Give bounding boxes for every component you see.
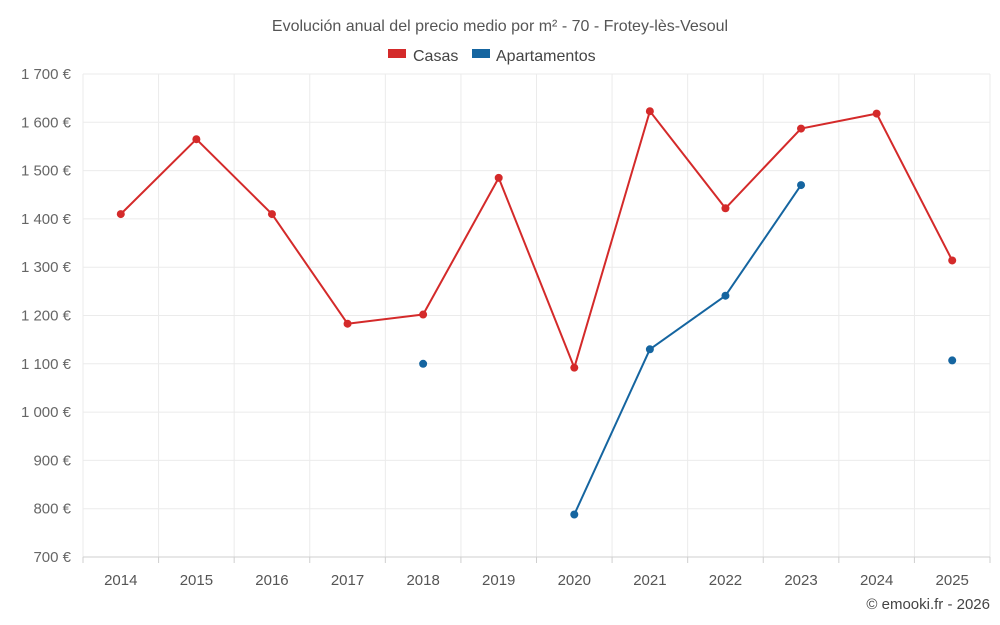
y-tick-label: 1 400 €: [21, 211, 72, 228]
credit-text: © emooki.fr - 2026: [866, 596, 990, 613]
y-tick-label: 1 500 €: [21, 163, 72, 180]
data-point-casas[interactable]: Casas 2025: 1314 €: [948, 256, 957, 265]
series-line-casas: [120, 110, 954, 369]
data-point-apartamentos[interactable]: Apartamentos 2023: 1470 €: [797, 181, 806, 190]
x-tick-label: 2019: [482, 572, 515, 589]
data-point-casas[interactable]: Casas 2021: 1623 €: [645, 107, 654, 116]
y-tick-label: 1 000 €: [21, 404, 72, 421]
series-line-apartamentos: [573, 184, 802, 515]
legend: Casas Apartamentos: [388, 48, 596, 65]
data-point-casas[interactable]: Casas 2016: 1410 €: [267, 210, 276, 219]
x-tick-label: 2021: [633, 572, 666, 589]
x-tick-label: 2016: [255, 572, 288, 589]
y-tick-label: 1 700 €: [21, 66, 72, 83]
axes: 700 € 800 € 900 € 1 000 € 1 100 € 1 200 € 1 30…: [21, 66, 991, 589]
data-point-casas[interactable]: Casas 2020: 1092 €: [570, 363, 579, 372]
x-tick-label: 2014: [104, 572, 137, 589]
data-point-apartamentos[interactable]: Apartamentos 2020: 788 €: [570, 510, 579, 519]
y-tick-label: 1 300 €: [21, 259, 72, 276]
grid: [82, 73, 991, 557]
legend-item-casas[interactable]: Casas: [388, 48, 458, 65]
x-tick-label: 2022: [709, 572, 742, 589]
legend-label-apartamentos: Apartamentos: [496, 48, 596, 65]
y-tick-label: 1 600 €: [21, 114, 72, 131]
x-tick-label: 2025: [936, 572, 969, 589]
legend-swatch-casas: [388, 49, 406, 58]
legend-swatch-apartamentos: [472, 49, 490, 58]
data-point-apartamentos[interactable]: Apartamentos 2025: 1107 €: [948, 356, 957, 365]
x-tick-label: 2015: [180, 572, 213, 589]
data-point-apartamentos[interactable]: Apartamentos 2022: 1241 €: [721, 291, 730, 300]
x-tick-label: 2023: [784, 572, 817, 589]
data-point-casas[interactable]: Casas 2019: 1485 €: [494, 173, 503, 182]
legend-item-apartamentos[interactable]: Apartamentos: [472, 48, 596, 65]
legend-label-casas: Casas: [413, 48, 458, 65]
series: Casas 2014: 1410 € Casas 2015: 1565 € Casa…: [116, 107, 957, 519]
data-point-casas[interactable]: Casas 2017: 1183 €: [343, 319, 352, 328]
data-point-apartamentos[interactable]: Apartamentos 2021: 1130 €: [645, 345, 654, 354]
y-tick-label: 800 €: [33, 501, 71, 518]
x-tick-label: 2017: [331, 572, 364, 589]
y-tick-label: 900 €: [33, 452, 71, 469]
chart-title: Evolución anual del precio medio por m² …: [272, 18, 728, 35]
data-point-casas[interactable]: Casas 2015: 1565 €: [192, 135, 201, 144]
data-point-casas[interactable]: Casas 2023: 1587 €: [797, 124, 806, 133]
y-tick-label: 1 200 €: [21, 308, 72, 325]
data-point-casas[interactable]: Casas 2022: 1422 €: [721, 204, 730, 213]
data-point-casas[interactable]: Casas 2024: 1618 €: [872, 109, 881, 118]
x-tick-label: 2020: [558, 572, 591, 589]
series-casas: Casas 2014: 1410 € Casas 2015: 1565 € Casa…: [116, 107, 957, 372]
x-tick-label: 2018: [406, 572, 439, 589]
data-point-casas[interactable]: Casas 2014: 1410 €: [116, 210, 125, 219]
y-tick-label: 700 €: [33, 549, 71, 566]
x-tick-label: 2024: [860, 572, 893, 589]
y-tick-label: 1 100 €: [21, 356, 72, 373]
